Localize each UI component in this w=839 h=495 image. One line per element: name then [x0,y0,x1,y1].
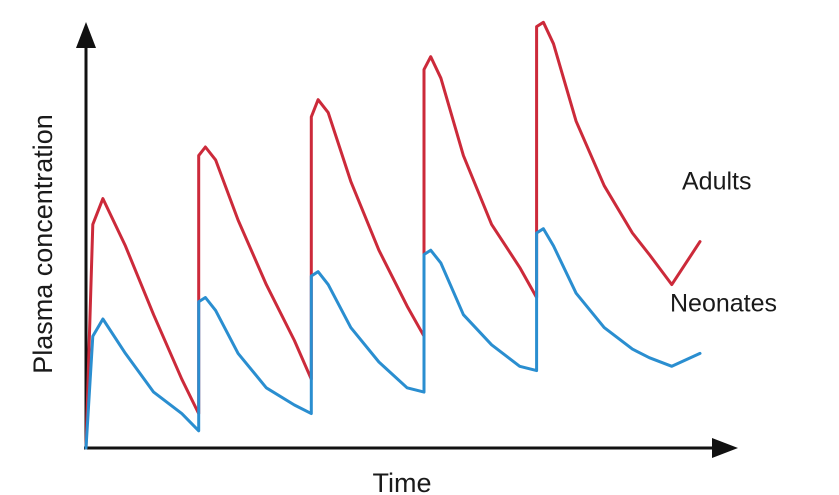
series-layer [84,20,702,450]
y-axis-arrow-icon [76,22,96,48]
y-axis-label: Plasma concentration [28,114,58,374]
series-line-neonates [84,227,702,450]
y-axis [76,22,96,448]
series-label-neonates: Neonates [670,289,777,317]
x-axis-label: Time [373,468,432,495]
series-line-adults [84,20,702,450]
series-labels: Adults Neonates [670,168,777,318]
series-label-adults: Adults [682,168,751,196]
x-axis [84,438,738,458]
x-axis-arrow-icon [712,438,738,458]
